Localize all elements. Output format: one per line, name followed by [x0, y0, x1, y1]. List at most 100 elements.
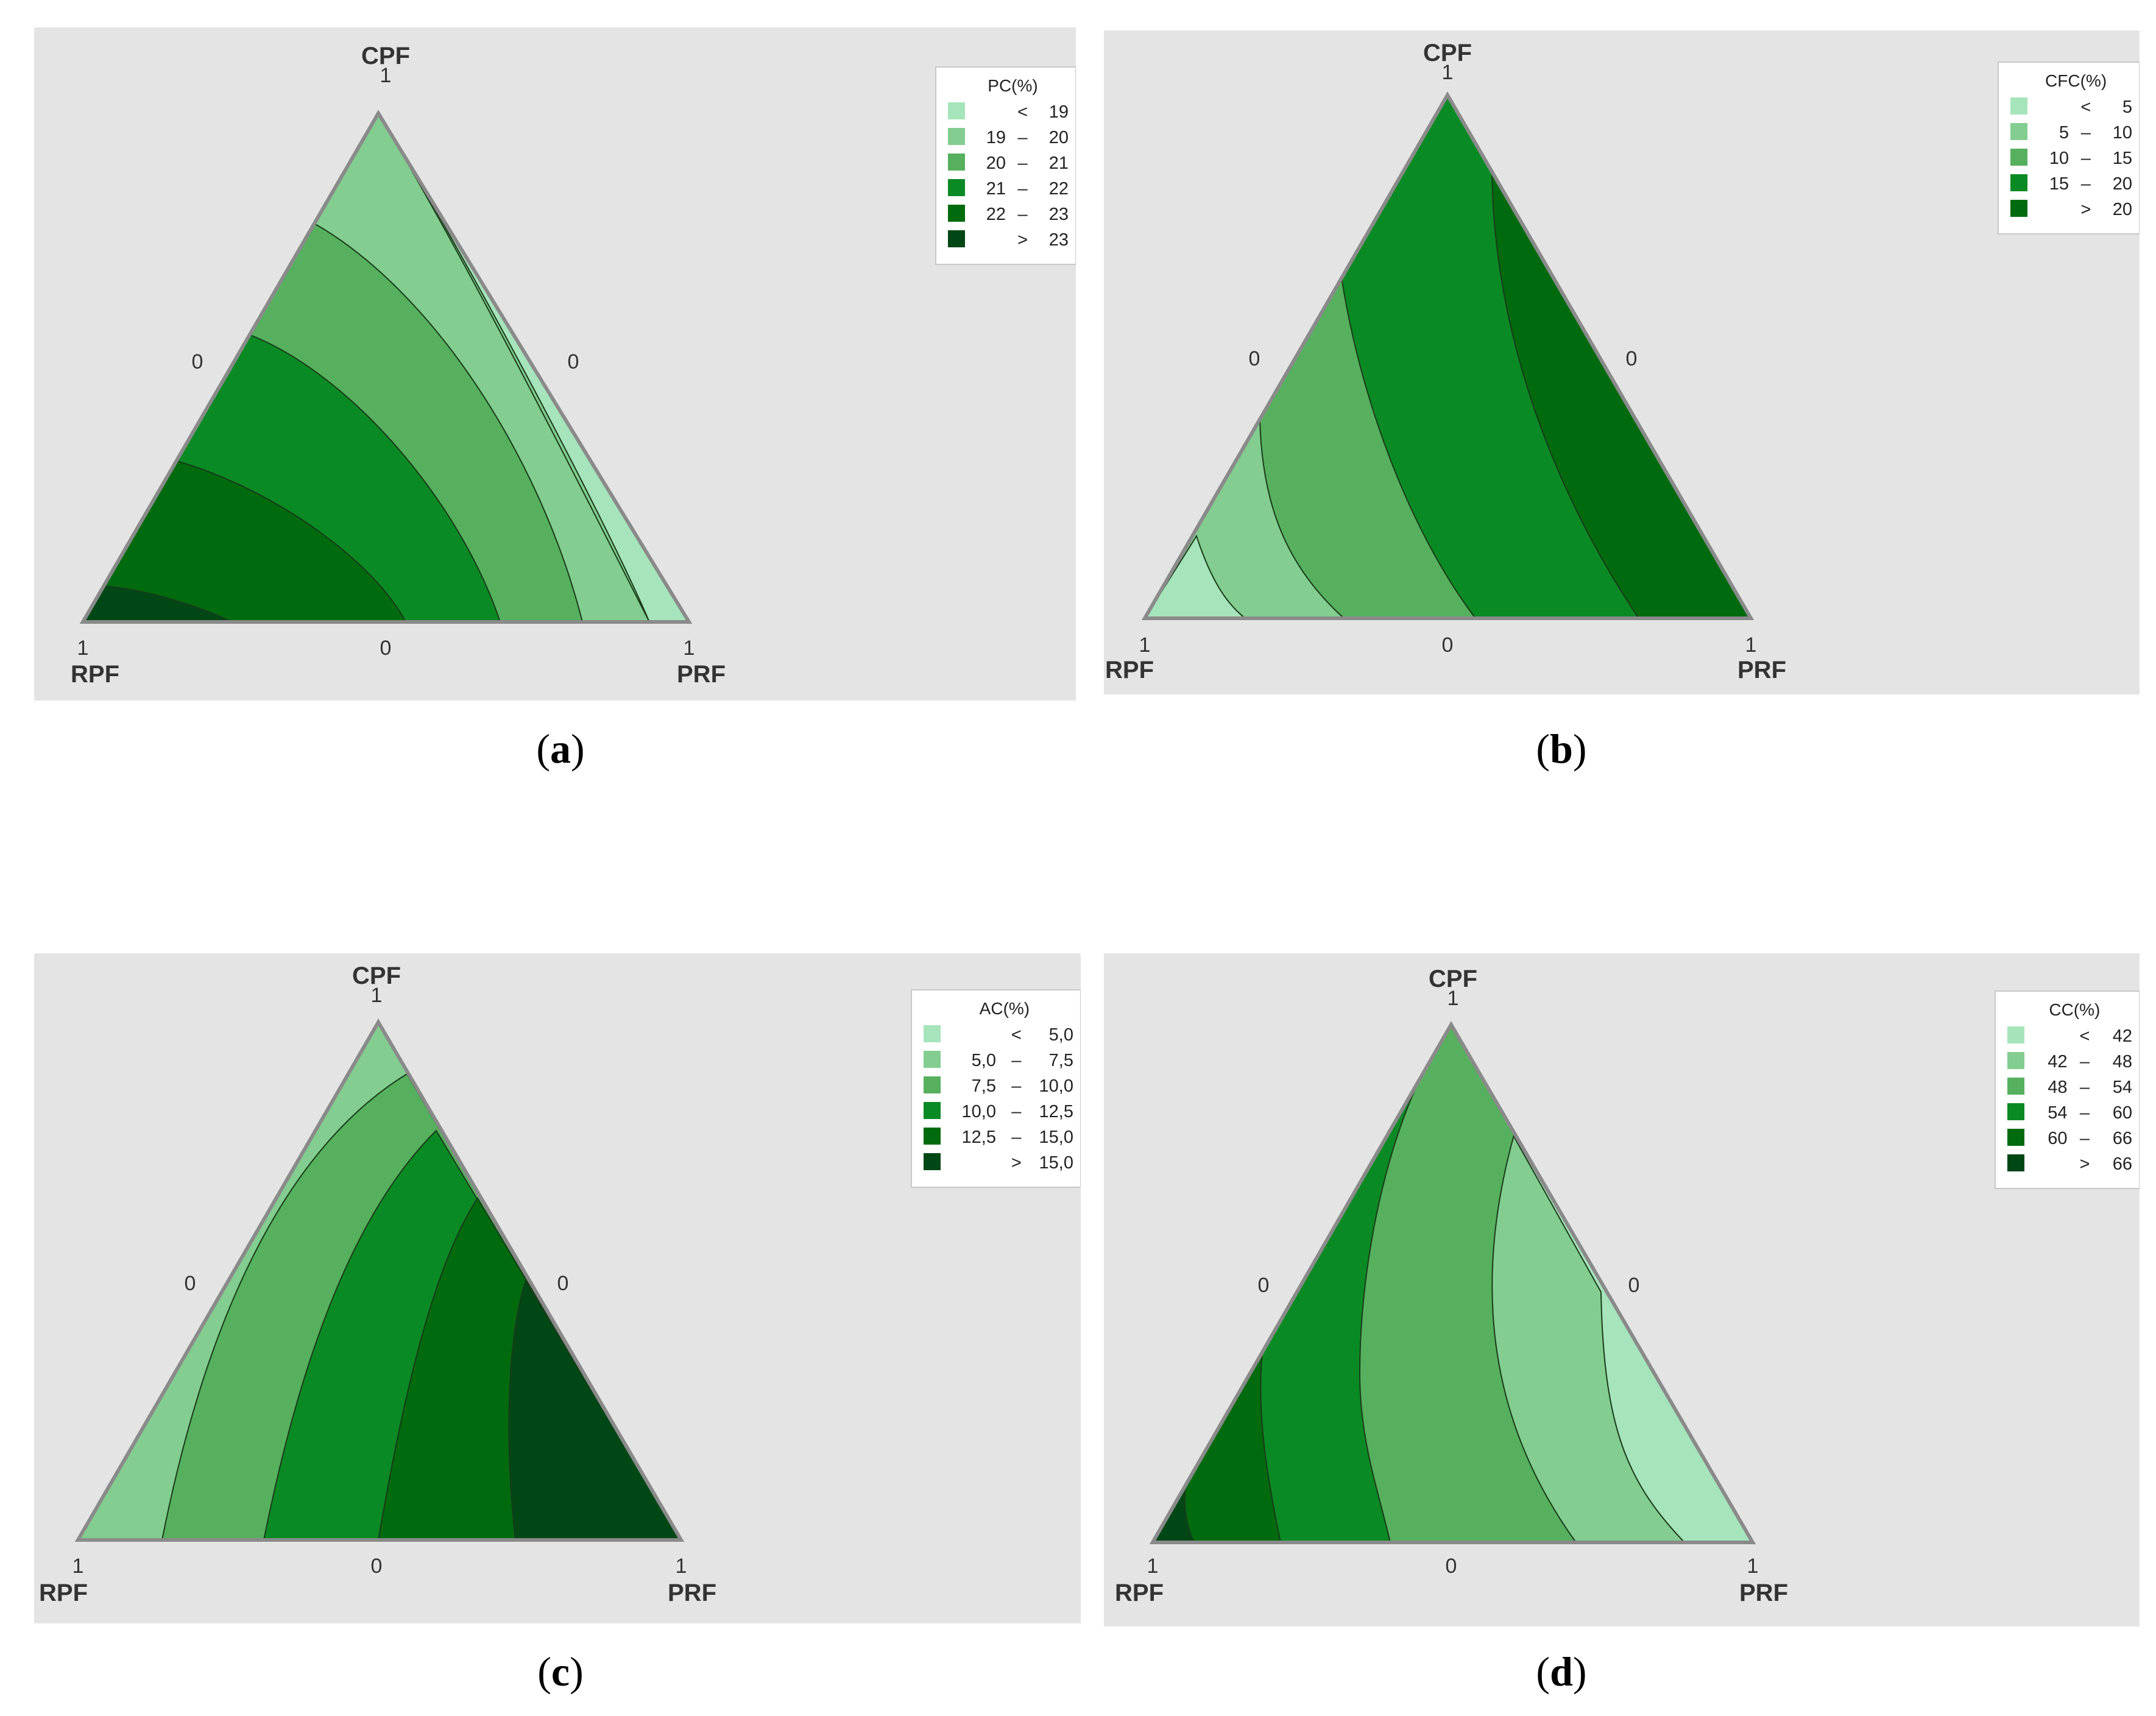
legend-high: 12,5 [1039, 1102, 1073, 1121]
legend-op: – [1011, 1051, 1022, 1070]
tick-label-right-bottom: 1 [684, 637, 695, 660]
legend-op: – [2081, 174, 2091, 194]
legend-swatch [2007, 1078, 2024, 1095]
legend-swatch [2007, 1154, 2024, 1171]
tick-label-top: 1 [371, 984, 383, 1007]
tick-label-bottom-mid: 0 [380, 637, 392, 660]
ternary-outline [1141, 91, 1755, 620]
legend-swatch [2007, 1026, 2024, 1043]
legend-swatch [948, 102, 965, 119]
caption-b: (b) [1536, 726, 1587, 772]
tick-label-left-mid: 0 [192, 350, 203, 373]
tick-label-left-mid: 0 [1249, 347, 1260, 370]
tick-label-right-bottom: 1 [1745, 634, 1757, 657]
legend-op: – [1011, 1102, 1022, 1121]
legend-op: – [1018, 154, 1028, 173]
legend-low: 54 [2048, 1103, 2067, 1123]
legend-swatch [2007, 1103, 2024, 1120]
legend-low: 15 [2049, 174, 2069, 194]
legend-op: < [2079, 1026, 2090, 1046]
vertex-label-left: RPF [1115, 1580, 1164, 1606]
vertex-label-top: CPF [1429, 966, 1477, 992]
legend-high: 66 [2113, 1129, 2132, 1148]
legend-op: > [1011, 1153, 1022, 1173]
legend-high: 60 [2113, 1103, 2132, 1123]
legend-low: 10 [2049, 149, 2069, 168]
legend-high: 5,0 [1049, 1025, 1073, 1045]
legend-high: 66 [2113, 1154, 2132, 1174]
legend-op: – [2080, 1052, 2090, 1072]
legend-low: 20 [986, 154, 1006, 173]
legend-op: < [1011, 1025, 1022, 1045]
legend-low: 60 [2048, 1129, 2067, 1148]
legend-swatch [924, 1102, 941, 1119]
legend-swatch [948, 179, 965, 196]
legend-op: > [2079, 1154, 2090, 1174]
legend-high: 20 [2113, 174, 2132, 194]
legend-swatch [2007, 1129, 2024, 1146]
legend-title: CFC(%) [2045, 71, 2107, 90]
caption-d: (d) [1536, 1648, 1587, 1695]
legend-op: < [1017, 102, 1028, 122]
legend-op: – [1018, 205, 1028, 224]
legend-op: – [1011, 1128, 1022, 1147]
legend-low: 5 [2059, 123, 2069, 143]
vertex-label-right: PRF [1737, 657, 1786, 683]
legend-swatch [2010, 149, 2027, 166]
vertex-label-top: CPF [1423, 40, 1472, 66]
legend-high: 19 [1049, 102, 1069, 122]
vertex-label-left: RPF [71, 661, 119, 688]
tick-label-right-bottom: 1 [1747, 1555, 1759, 1578]
legend-high: 21 [1049, 154, 1069, 173]
tick-label-top: 1 [380, 64, 392, 87]
vertex-label-top: CPF [352, 962, 401, 989]
legend-low: 7,5 [972, 1076, 996, 1096]
legend-swatch [948, 154, 965, 171]
legend-low: 10,0 [962, 1102, 996, 1121]
legend-swatch [924, 1025, 941, 1042]
legend-low: 5,0 [972, 1051, 996, 1070]
legend-op: > [2080, 200, 2091, 219]
tick-label-left-bottom: 1 [1147, 1555, 1159, 1578]
tick-label-bottom-mid: 0 [1446, 1555, 1457, 1578]
legend-high: 15,0 [1039, 1128, 1073, 1147]
legend-low: 42 [2048, 1052, 2067, 1072]
ternary-outline [74, 1019, 685, 1542]
legend-high: 10,0 [1039, 1076, 1073, 1096]
legend-swatch [2007, 1052, 2024, 1069]
tick-label-left-mid: 0 [1258, 1274, 1270, 1297]
legend-title: AC(%) [980, 999, 1030, 1018]
legend-op: – [1018, 128, 1028, 147]
vertex-label-left: RPF [39, 1580, 88, 1606]
legend-op: < [2080, 97, 2091, 117]
ternary-plot-a: CPF 1 0 0 1 0 1 RPF PRF PC(%)< 1919–2020–… [34, 27, 1076, 701]
vertex-label-left: RPF [1105, 657, 1154, 683]
contour-region-c6 [508, 1279, 681, 1540]
legend-c: AC(%)< 5,05,0–7,57,5–10,010,0–12,512,5–15… [911, 989, 1081, 1188]
legend-high: 42 [2113, 1026, 2132, 1046]
legend-swatch [924, 1051, 941, 1068]
legend-swatch [2010, 174, 2027, 191]
vertex-label-right: PRF [677, 661, 726, 688]
legend-title: CC(%) [2049, 1000, 2100, 1019]
tick-label-bottom-mid: 0 [1442, 634, 1454, 657]
legend-high: 23 [1049, 230, 1069, 250]
tick-label-top: 1 [1447, 987, 1459, 1010]
tick-label-right-mid: 0 [568, 350, 579, 373]
legend-high: 23 [1049, 205, 1069, 224]
ternary-outline [79, 110, 693, 624]
legend-low: 22 [986, 205, 1006, 224]
legend-title: PC(%) [988, 76, 1037, 95]
legend-op: > [1017, 230, 1028, 250]
legend-high: 48 [2113, 1052, 2132, 1072]
legend-swatch [2010, 200, 2027, 217]
tick-label-right-bottom: 1 [676, 1555, 687, 1578]
tick-label-top: 1 [1442, 61, 1454, 84]
legend-high: 7,5 [1049, 1051, 1073, 1070]
chart-panel-b: CPF 1 0 0 1 0 1 RPF PRF CFC(%) <5 5–10 10–1… [1104, 30, 2140, 694]
chart-panel-d: CPF 1 0 0 1 0 1 RPF PRF CC(%) <42 42–48 48–… [1104, 953, 2140, 1626]
legend-swatch [2010, 97, 2027, 115]
legend-high: 54 [2113, 1078, 2132, 1097]
